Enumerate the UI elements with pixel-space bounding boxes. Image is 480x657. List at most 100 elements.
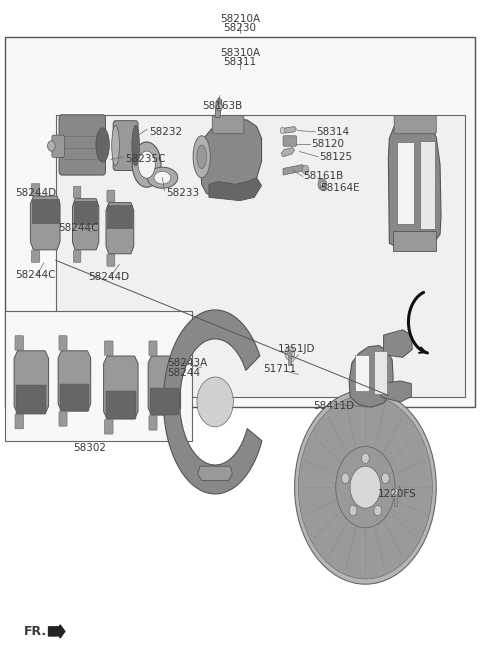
Polygon shape <box>209 177 262 200</box>
Bar <box>32 199 59 223</box>
FancyBboxPatch shape <box>31 183 40 195</box>
Bar <box>150 388 179 415</box>
Polygon shape <box>381 381 411 402</box>
FancyBboxPatch shape <box>113 121 138 171</box>
FancyBboxPatch shape <box>283 136 297 147</box>
Bar <box>5 37 475 407</box>
Text: 58161B: 58161B <box>304 171 344 181</box>
Ellipse shape <box>96 128 109 162</box>
Bar <box>420 141 435 229</box>
FancyBboxPatch shape <box>52 135 64 158</box>
Polygon shape <box>349 346 393 407</box>
Circle shape <box>391 488 399 499</box>
Circle shape <box>197 377 233 427</box>
Ellipse shape <box>193 136 210 177</box>
FancyBboxPatch shape <box>59 115 106 175</box>
FancyBboxPatch shape <box>105 341 113 355</box>
Circle shape <box>342 473 349 484</box>
Text: 58125: 58125 <box>319 152 352 162</box>
Polygon shape <box>283 127 297 133</box>
FancyBboxPatch shape <box>105 420 113 434</box>
FancyBboxPatch shape <box>59 336 67 350</box>
FancyBboxPatch shape <box>15 415 24 429</box>
Bar <box>106 391 136 419</box>
Circle shape <box>350 466 381 508</box>
Circle shape <box>318 178 326 190</box>
Polygon shape <box>148 356 180 415</box>
FancyBboxPatch shape <box>394 116 436 134</box>
Polygon shape <box>106 202 134 254</box>
Text: FR.: FR. <box>24 625 47 638</box>
Polygon shape <box>58 351 91 411</box>
Text: 58310A: 58310A <box>220 48 260 58</box>
Circle shape <box>288 350 292 357</box>
Circle shape <box>285 347 295 360</box>
Ellipse shape <box>154 171 171 184</box>
Text: 58164E: 58164E <box>321 183 360 193</box>
Text: 58235C: 58235C <box>125 154 166 164</box>
Polygon shape <box>72 198 99 250</box>
Bar <box>288 352 291 365</box>
Text: 58210A: 58210A <box>220 14 260 24</box>
Circle shape <box>349 505 357 516</box>
Polygon shape <box>384 330 412 357</box>
Bar <box>397 142 414 223</box>
FancyBboxPatch shape <box>59 412 67 426</box>
Bar <box>374 351 387 394</box>
Text: 1220FS: 1220FS <box>378 489 417 499</box>
Text: 58314: 58314 <box>317 127 350 137</box>
Text: 58411D: 58411D <box>313 401 354 411</box>
Circle shape <box>382 473 389 484</box>
Circle shape <box>299 396 432 579</box>
Bar <box>108 205 132 228</box>
Text: 58243A: 58243A <box>167 357 207 368</box>
FancyBboxPatch shape <box>73 186 81 198</box>
Ellipse shape <box>132 142 161 187</box>
Polygon shape <box>388 119 441 251</box>
Polygon shape <box>198 466 232 481</box>
Text: 58244D: 58244D <box>88 273 129 283</box>
Polygon shape <box>283 165 305 175</box>
Text: 58244C: 58244C <box>58 223 98 233</box>
Circle shape <box>361 453 369 464</box>
Polygon shape <box>30 196 60 250</box>
Polygon shape <box>14 351 48 414</box>
Text: 51711: 51711 <box>263 364 296 374</box>
Ellipse shape <box>112 125 120 166</box>
Ellipse shape <box>138 151 156 178</box>
FancyBboxPatch shape <box>107 254 115 266</box>
Text: 58163B: 58163B <box>202 101 242 110</box>
Circle shape <box>295 390 436 584</box>
Bar <box>74 201 97 224</box>
Ellipse shape <box>147 168 178 188</box>
FancyBboxPatch shape <box>149 341 157 355</box>
Circle shape <box>48 141 55 151</box>
Ellipse shape <box>197 145 206 169</box>
FancyBboxPatch shape <box>149 416 157 430</box>
FancyBboxPatch shape <box>212 116 244 134</box>
Polygon shape <box>200 119 262 197</box>
Bar <box>393 231 436 251</box>
Bar <box>16 386 47 414</box>
Polygon shape <box>215 98 222 118</box>
Circle shape <box>321 181 324 187</box>
Bar <box>56 116 465 397</box>
Text: 58232: 58232 <box>149 127 182 137</box>
Circle shape <box>216 103 222 111</box>
Text: 1351JD: 1351JD <box>278 344 316 355</box>
Circle shape <box>374 505 382 516</box>
Bar <box>355 355 369 391</box>
Text: 58302: 58302 <box>73 443 106 453</box>
Bar <box>394 493 396 505</box>
Circle shape <box>336 447 395 528</box>
FancyArrow shape <box>48 625 65 638</box>
FancyBboxPatch shape <box>73 250 81 262</box>
Circle shape <box>280 127 285 134</box>
Text: 58244: 58244 <box>167 368 200 378</box>
FancyBboxPatch shape <box>15 336 24 350</box>
Text: 58120: 58120 <box>311 139 344 148</box>
Polygon shape <box>281 148 295 157</box>
Circle shape <box>302 166 309 174</box>
Bar <box>60 384 89 411</box>
FancyBboxPatch shape <box>107 190 115 202</box>
